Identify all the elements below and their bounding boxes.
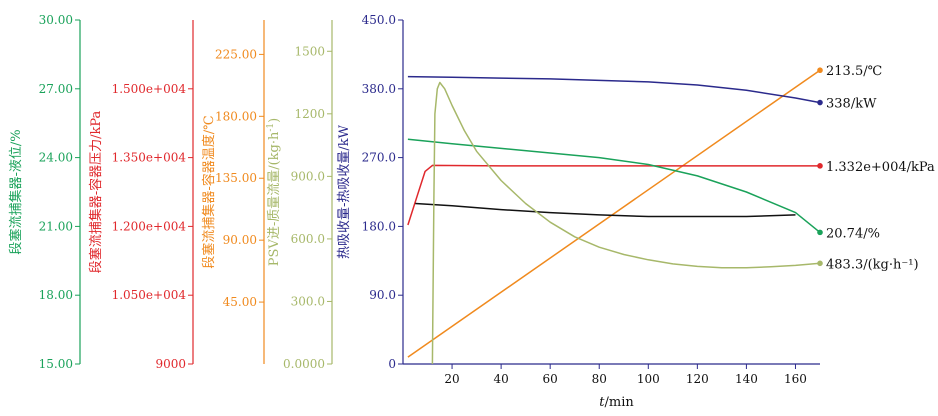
y-tick-label-pressure: 1.200e+004 (112, 219, 187, 233)
y-axis-title-part: PSV进-质量流量/(kg·h (267, 131, 282, 266)
y-tick-label-pressure: 1.500e+004 (112, 82, 187, 96)
y-tick-label-level: 24.00 (39, 151, 73, 165)
y-tick-label-mass_flow: 1200 (294, 107, 325, 121)
series-end-label-3: 20.74/% (826, 226, 880, 241)
y-tick-label-level: 27.00 (39, 82, 73, 96)
series-end-label-0: 213.5/℃ (826, 64, 882, 79)
y-tick-label-mass_flow: 300.0 (291, 294, 325, 308)
y-tick-label-heat: 380.0 (362, 82, 396, 96)
series-end-label-1: 338/kW (826, 97, 877, 112)
y-tick-label-level: 30.00 (39, 13, 73, 27)
y-axis-title-part: ) (267, 118, 282, 123)
y-tick-label-temperature: 135.00 (215, 171, 257, 185)
y-axis-temperature: 45.00 90.00 135.00 180.00 225.00 段塞流捕集器-容器温度/… (201, 20, 265, 364)
series-layer (407, 69, 821, 365)
y-tick-label-temperature: 90.00 (223, 233, 257, 247)
y-tick-label-temperature: 225.00 (215, 47, 257, 61)
x-tick-label: 100 (637, 372, 660, 386)
series-line-mass_flow-5 (431, 81, 821, 365)
y-tick-label-pressure: 1.050e+004 (112, 288, 187, 302)
x-axis-title: t/min (599, 395, 634, 410)
x-tick-label: 20 (444, 372, 459, 386)
y-tick-label-pressure: 1.350e+004 (112, 151, 187, 165)
y-axis-mass_flow: 0.0000 300.0 600.0 900.0 1200 1500 PSV进-质量流量/(… (266, 20, 333, 371)
x-tick-label: 120 (686, 372, 709, 386)
series-line-heat-1 (407, 75, 821, 104)
y-axis-title-superscript: -1 (266, 123, 276, 132)
y-tick-label-heat: 270.0 (362, 151, 396, 165)
y-tick-label-heat: 0 (388, 357, 396, 371)
y-axis-title-level: 段塞流捕集器-液位/% (8, 129, 24, 254)
y-tick-label-mass_flow: 900.0 (291, 169, 325, 183)
series-end-marker-1 (817, 99, 823, 106)
labels-layer: 213.5/℃ 338/kW 1.332e+004/kPa 20.74/% 483.3/… (817, 64, 935, 272)
y-tick-label-heat: 450.0 (362, 13, 396, 27)
y-tick-label-mass_flow: 1500 (294, 44, 325, 58)
x-tick-label: 80 (592, 372, 607, 386)
x-tick-label: 60 (543, 372, 558, 386)
y-axis-heat: 0 90.0 180.0 270.0 380.0 450.0 热吸收量-热吸收量/kW (337, 13, 404, 371)
series-end-label-5: 483.3/(kg·h⁻¹) (826, 257, 919, 272)
series-line-pressure-2 (407, 164, 820, 226)
y-tick-label-level: 21.00 (39, 219, 73, 233)
y-axis-level: 15.00 18.00 21.00 24.00 27.00 30.00 段塞流捕集器-液位/… (8, 13, 81, 371)
y-axis-pressure: 9000 1.050e+004 1.200e+004 1.350e+004 1.500e… (88, 20, 194, 371)
y-tick-label-temperature: 45.00 (223, 295, 257, 309)
series-end-marker-0 (817, 67, 823, 74)
y-tick-label-mass_flow: 0.0000 (283, 357, 325, 371)
axes-layer: 15.00 18.00 21.00 24.00 27.00 30.00 段塞流捕集器-液位/… (8, 13, 820, 410)
y-tick-label-level: 15.00 (39, 357, 73, 371)
y-tick-label-mass_flow: 600.0 (291, 232, 325, 246)
series-line-temperature-0 (407, 69, 821, 358)
y-tick-label-heat: 90.0 (369, 288, 396, 302)
y-axis-title-temperature: 段塞流捕集器-容器温度/℃ (201, 115, 217, 268)
y-axis-title-mass_flow: PSV进-质量流量/(kg·h-1) (266, 118, 282, 266)
series-line-level-3 (407, 138, 821, 233)
x-tick-label: 40 (493, 372, 508, 386)
series-end-marker-5 (817, 260, 823, 267)
x-tick-label: 140 (735, 372, 758, 386)
y-axis-title-pressure: 段塞流捕集器-容器压力/kPa (88, 110, 104, 273)
x-axis: 20 40 60 80 100 120 140 160 t/min (403, 363, 820, 410)
y-tick-label-temperature: 180.00 (215, 109, 257, 123)
series-end-marker-2 (817, 163, 823, 169)
series-line-heat-4 (415, 202, 796, 218)
y-tick-label-heat: 180.0 (362, 219, 396, 233)
x-axis-title-italic: t (599, 395, 605, 410)
x-tick-label: 160 (784, 372, 807, 386)
y-tick-label-pressure: 9000 (155, 357, 186, 371)
series-end-label-2: 1.332e+004/kPa (826, 160, 935, 175)
series-end-marker-3 (817, 229, 823, 236)
x-axis-title-rest: /min (604, 395, 634, 410)
y-axis-title-heat: 热吸收量-热吸收量/kW (337, 124, 352, 259)
y-tick-label-level: 18.00 (39, 288, 73, 302)
